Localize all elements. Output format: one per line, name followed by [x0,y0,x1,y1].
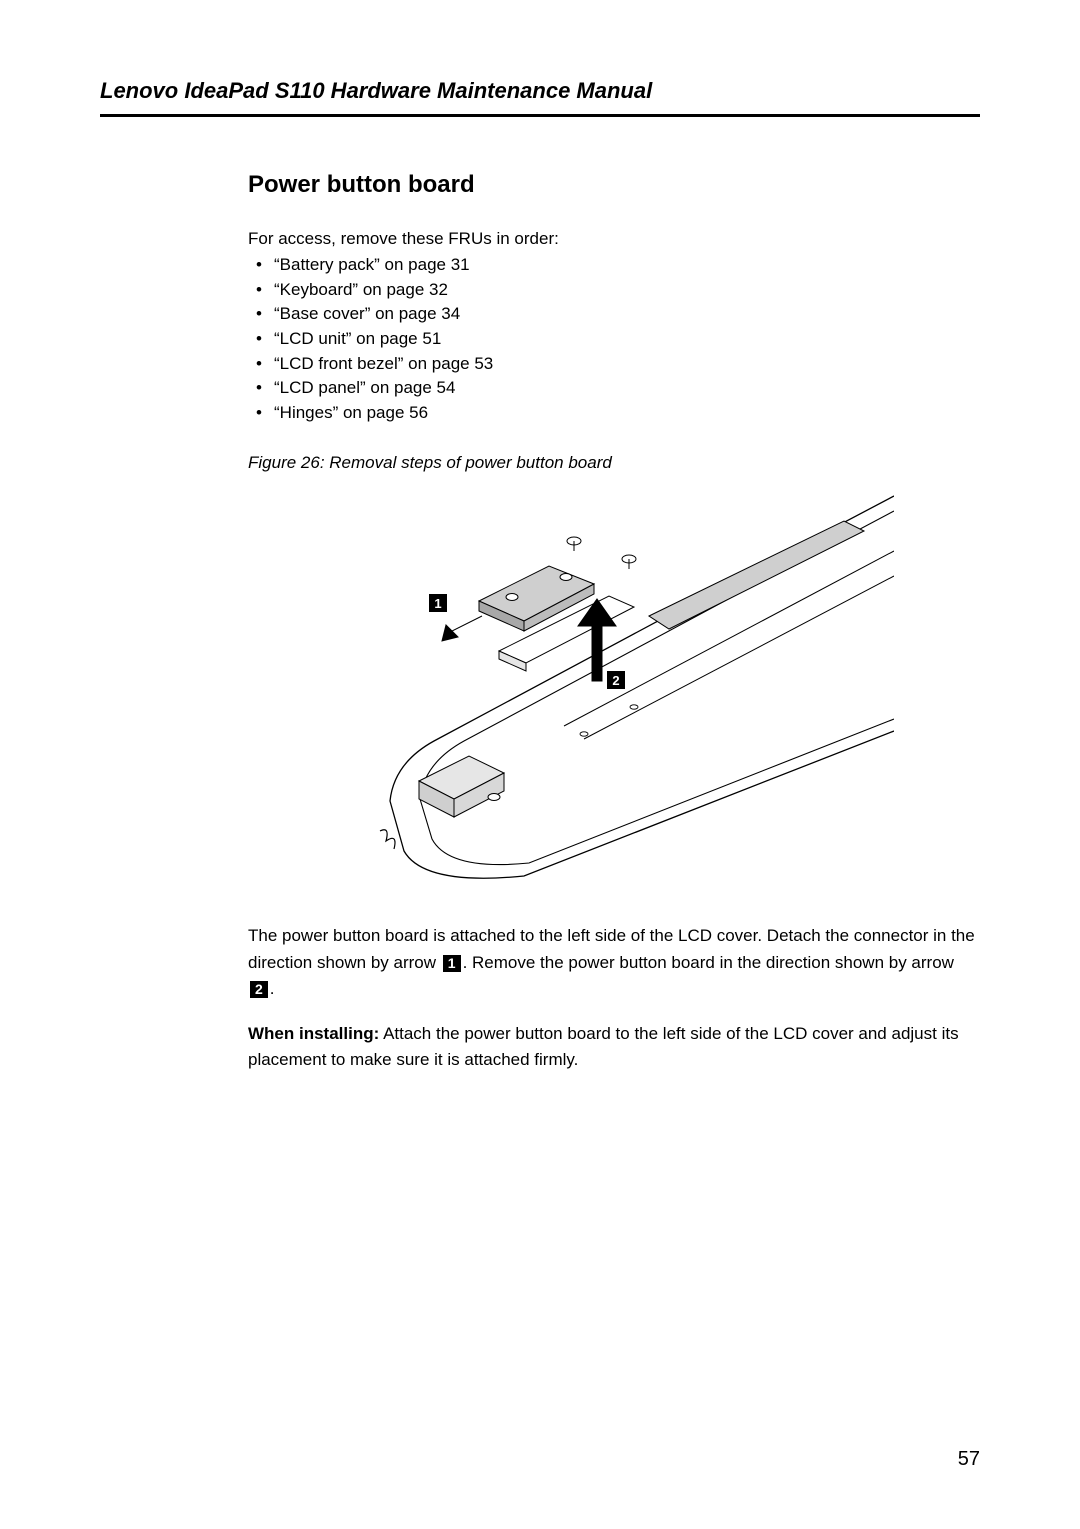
list-item: “Battery pack” on page 31 [252,253,980,278]
svg-text:1: 1 [434,596,441,611]
figure-caption: Figure 26: Removal steps of power button… [248,453,980,473]
install-label: When installing: [248,1024,379,1043]
diagram-illustration: 1 2 [334,481,894,901]
page-number: 57 [958,1448,980,1471]
list-item: “LCD unit” on page 51 [252,327,980,352]
callout-2-icon: 2 [607,671,625,689]
svg-text:2: 2 [612,673,619,688]
callout-2-inline: 2 [250,981,268,998]
intro-line: For access, remove these FRUs in order: [248,229,980,249]
list-item: “LCD panel” on page 54 [252,376,980,401]
instruction-paragraph-install: When installing: Attach the power button… [248,1021,980,1074]
list-item: “Hinges” on page 56 [252,401,980,426]
list-item: “LCD front bezel” on page 53 [252,352,980,377]
instruction-paragraph-1: The power button board is attached to th… [248,923,980,1002]
fru-list: “Battery pack” on page 31 “Keyboard” on … [252,253,980,425]
callout-1-inline: 1 [443,955,461,972]
text-fragment: . Remove the power button board in the d… [463,953,954,972]
list-item: “Base cover” on page 34 [252,302,980,327]
text-fragment: . [270,979,275,998]
list-item: “Keyboard” on page 32 [252,278,980,303]
running-header: Lenovo IdeaPad S110 Hardware Maintenance… [100,78,980,117]
callout-1-icon: 1 [429,594,447,612]
section-title: Power button board [248,171,980,199]
